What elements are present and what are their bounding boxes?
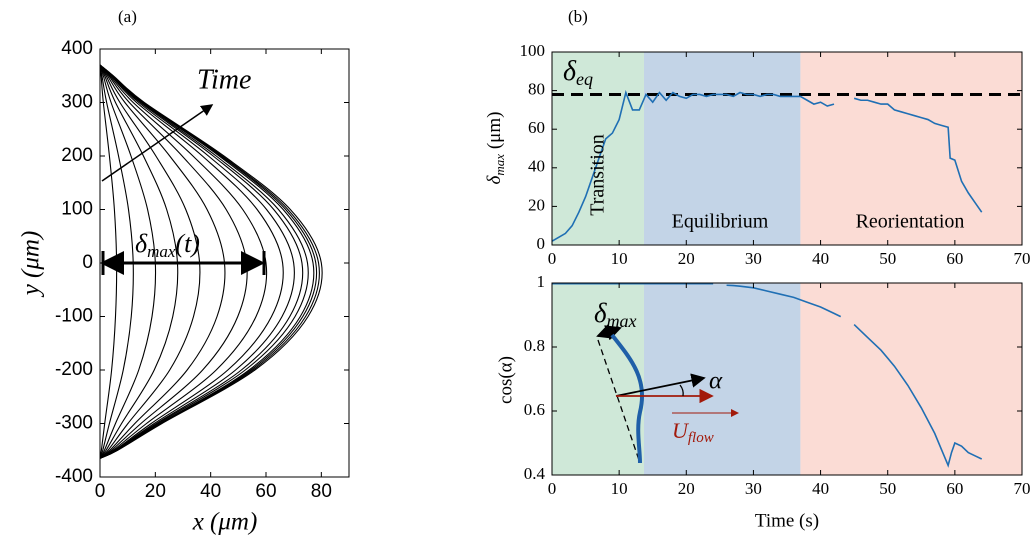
data-line bbox=[99, 64, 323, 459]
y-tick-label: 60 bbox=[528, 118, 545, 137]
annotation-suffix: (t) bbox=[175, 229, 200, 258]
y-tick-label: -400 bbox=[55, 466, 93, 487]
x-axis-label: Time (s) bbox=[755, 510, 819, 531]
x-tick-label: 40 bbox=[200, 481, 221, 502]
y-label-text: δ bbox=[484, 174, 505, 184]
annotation: δmax bbox=[594, 298, 637, 331]
region bbox=[552, 283, 644, 475]
axes-box bbox=[551, 282, 1023, 476]
axes-box bbox=[551, 51, 1023, 246]
y-tick-label: 300 bbox=[61, 92, 93, 113]
region-label: Reorientation bbox=[856, 211, 965, 233]
data-line bbox=[99, 64, 268, 459]
region bbox=[800, 283, 1022, 475]
region bbox=[552, 52, 644, 245]
panel-label: (a) bbox=[118, 7, 137, 26]
reference-label: δeq bbox=[563, 56, 593, 89]
y-tick-label: 20 bbox=[528, 195, 545, 214]
x-tick-label: 40 bbox=[812, 479, 829, 498]
y-tick-label: -300 bbox=[55, 413, 93, 434]
region bbox=[643, 283, 801, 475]
y-tick-label: 200 bbox=[61, 145, 93, 166]
x-tick-label: 10 bbox=[611, 479, 628, 498]
x-tick-label: 70 bbox=[1014, 249, 1031, 268]
annotation-text: δ bbox=[135, 229, 148, 258]
y-tick-label: 40 bbox=[528, 157, 545, 176]
annotation: α bbox=[709, 368, 723, 395]
y-tick-label: 400 bbox=[61, 38, 93, 59]
panel-a: 0 20 40 60 80 -400 -300 -200 -100 0 100 200 300 400 bbox=[55, 38, 350, 502]
x-tick-label: 50 bbox=[879, 479, 896, 498]
annotation-text: δ bbox=[594, 298, 607, 328]
sketch-bracket bbox=[596, 323, 622, 341]
data-line bbox=[99, 64, 295, 459]
y-tick-label: 0.8 bbox=[524, 336, 545, 355]
data-line bbox=[99, 64, 284, 459]
annotation: Time bbox=[197, 64, 251, 95]
x-tick-label: 50 bbox=[879, 249, 896, 268]
region bbox=[643, 52, 801, 245]
sketch-dash bbox=[597, 339, 641, 464]
reference-text: δ bbox=[563, 56, 577, 87]
y-label-suffix: (μm) bbox=[484, 112, 505, 154]
x-tick-label: 60 bbox=[946, 479, 963, 498]
data-line bbox=[99, 64, 304, 459]
x-tick-label: 60 bbox=[255, 481, 276, 502]
x-tick-label: 20 bbox=[678, 479, 695, 498]
x-tick-label: 0 bbox=[95, 481, 106, 502]
data-line bbox=[99, 64, 309, 459]
overlays: (a) (b) x (μm) y (μm) Time δmax(t) δmax … bbox=[18, 7, 965, 536]
x-tick-label: 20 bbox=[145, 481, 166, 502]
y-label-subscript: max bbox=[492, 154, 507, 176]
panel-b-top: 0 10 20 30 40 50 60 70 0 20 40 60 80 100 bbox=[520, 41, 1031, 268]
x-axis-label: x (μm) bbox=[192, 509, 258, 536]
x-tick-label: 20 bbox=[678, 249, 695, 268]
y-axis-label: y (μm) bbox=[18, 231, 45, 299]
x-tick-label: 60 bbox=[946, 249, 963, 268]
x-tick-label: 0 bbox=[548, 479, 557, 498]
region bbox=[800, 52, 1022, 245]
x-tick-label: 10 bbox=[611, 249, 628, 268]
x-tick-label: 30 bbox=[745, 479, 762, 498]
sketch-filament bbox=[610, 333, 645, 464]
reference-subscript: eq bbox=[576, 69, 593, 89]
y-axis-label: δmax (μm) bbox=[484, 112, 507, 185]
y-tick-label: 0.4 bbox=[524, 464, 546, 483]
annotation: Uflow bbox=[672, 418, 714, 446]
x-tick-label: 30 bbox=[745, 249, 762, 268]
y-tick-label: -200 bbox=[55, 359, 93, 380]
annotation-subscript: flow bbox=[688, 430, 714, 446]
x-tick-label: 70 bbox=[1014, 479, 1031, 498]
panel-label: (b) bbox=[568, 7, 588, 26]
sketch-angle bbox=[679, 384, 684, 397]
annotation-text: U bbox=[672, 418, 690, 443]
y-tick-label: 0 bbox=[82, 252, 93, 273]
y-tick-label: 100 bbox=[520, 41, 546, 60]
y-axis-label: cos(α) bbox=[495, 356, 516, 404]
sketch-arrow bbox=[615, 373, 706, 397]
y-tick-label: 80 bbox=[528, 80, 545, 99]
annotation: δmax(t) bbox=[135, 229, 200, 261]
panel-b-bottom: 0 10 20 30 40 50 60 70 0.4 0.6 0.8 1 bbox=[524, 272, 1031, 498]
annotation-subscript: max bbox=[147, 242, 176, 261]
x-tick-label: 80 bbox=[311, 481, 332, 502]
y-tick-label: -100 bbox=[55, 306, 93, 327]
region-label: Transition bbox=[587, 134, 609, 216]
y-tick-label: 100 bbox=[61, 199, 93, 220]
annotation-subscript: max bbox=[607, 311, 637, 331]
y-tick-label: 0 bbox=[537, 234, 546, 253]
y-tick-label: 0.6 bbox=[524, 400, 545, 419]
data-line bbox=[551, 89, 983, 242]
y-tick-label: 1 bbox=[537, 272, 546, 291]
x-tick-label: 0 bbox=[548, 249, 557, 268]
time-arrow bbox=[101, 104, 214, 182]
x-tick-label: 40 bbox=[812, 249, 829, 268]
region-label: Equilibrium bbox=[672, 211, 769, 233]
